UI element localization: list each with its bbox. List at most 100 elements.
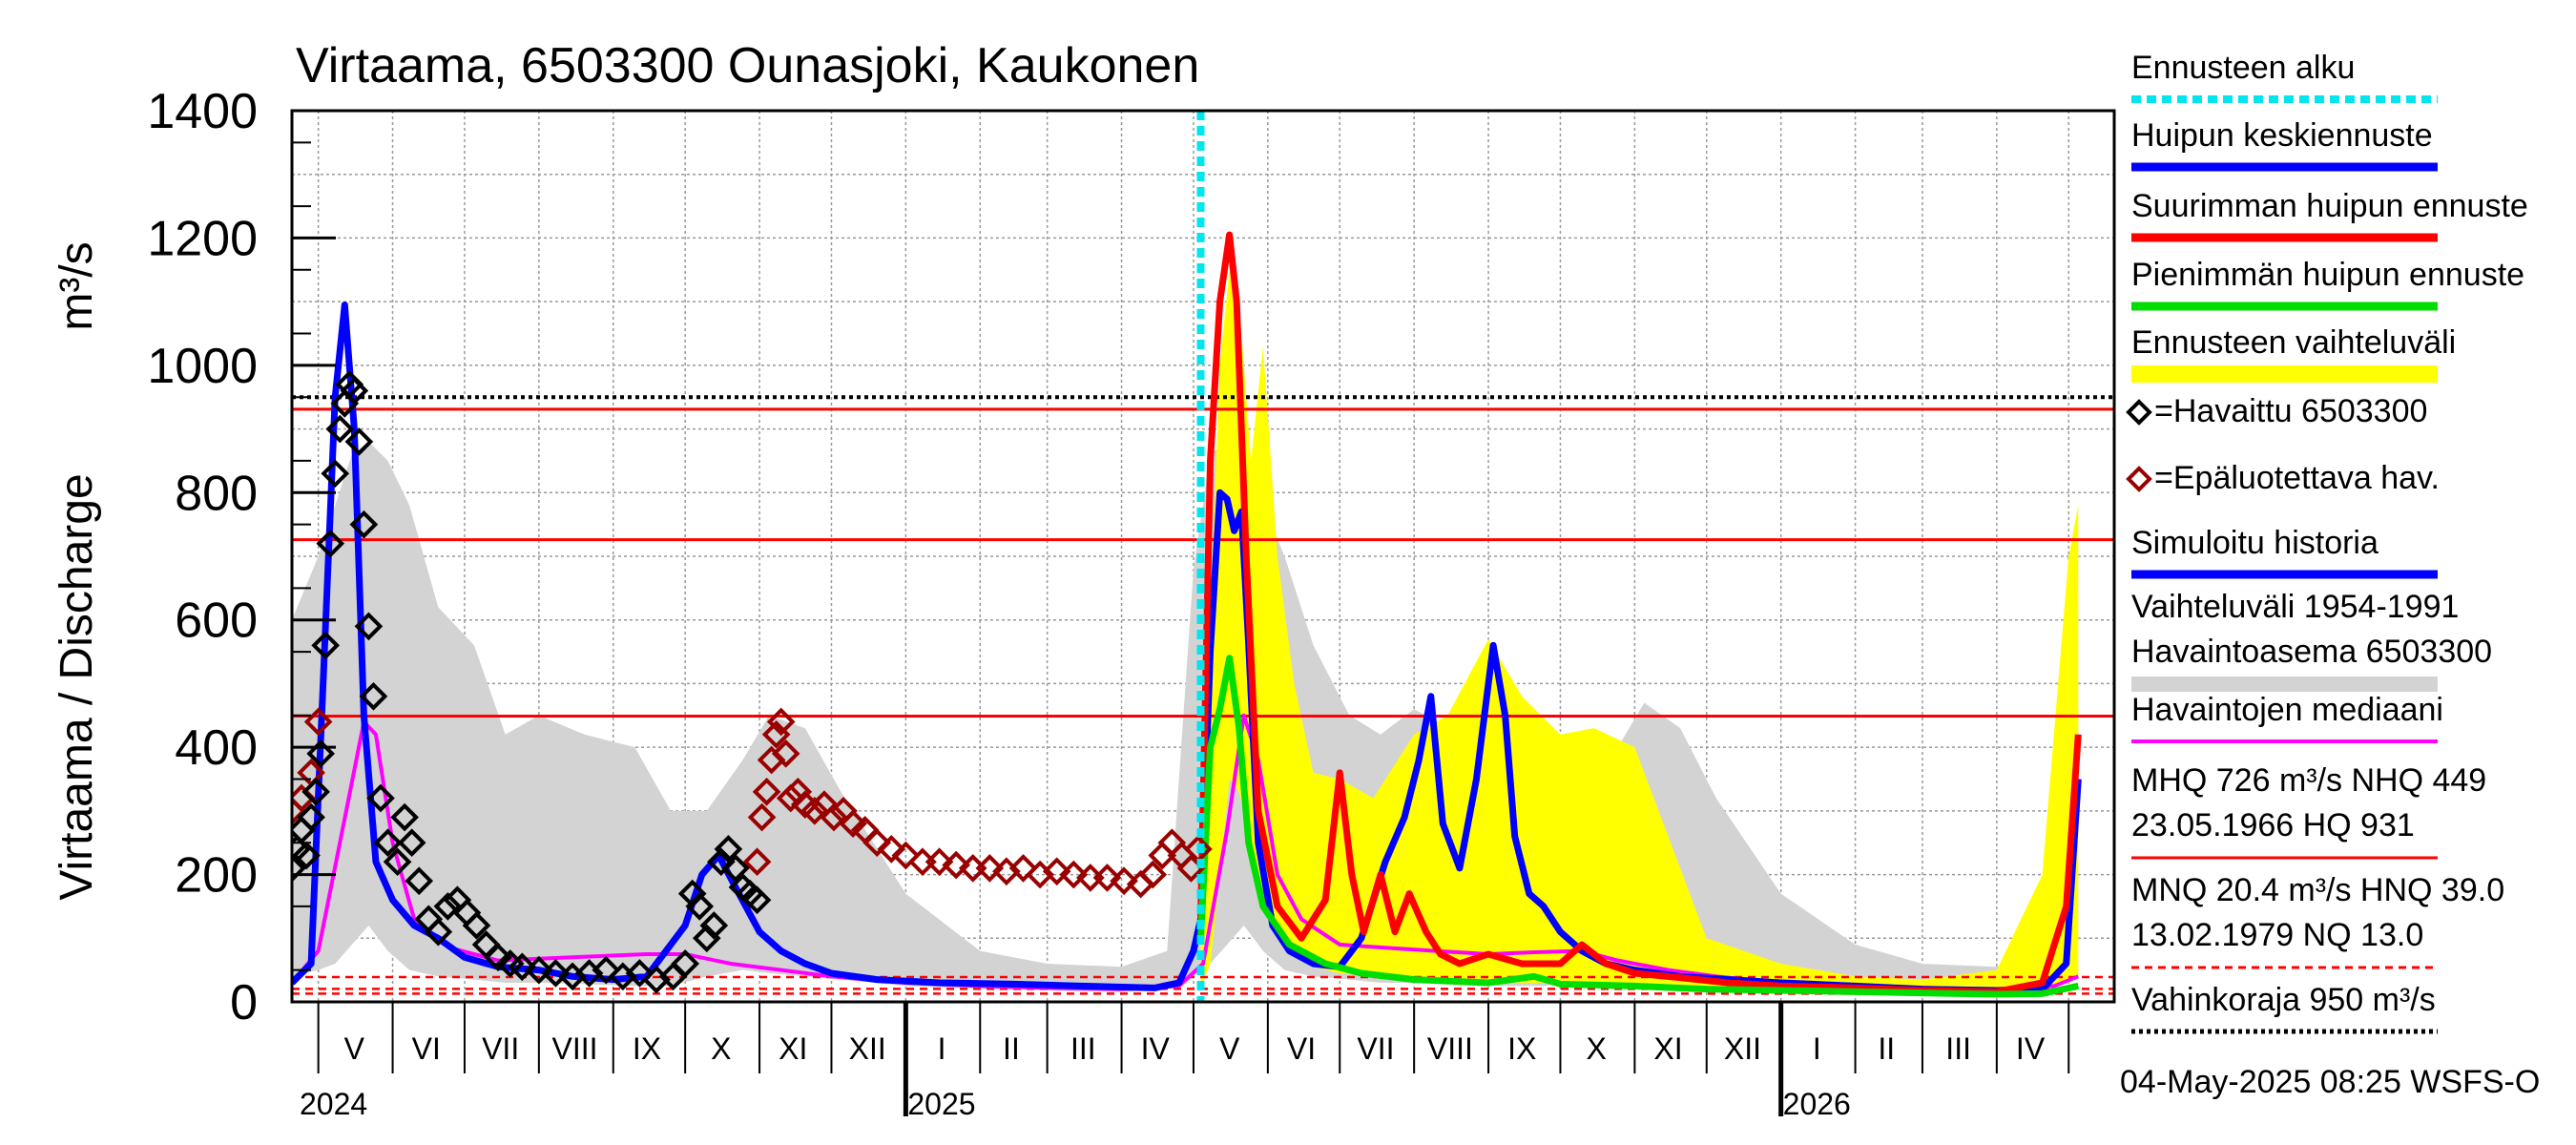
observed-marker-16 [354,612,384,641]
legend-label-9: Havaintojen mediaani [2131,692,2443,728]
plot-frame [290,109,2116,1004]
unreliable-marker-32 [1059,860,1089,889]
month-label-19: XII [1724,1031,1761,1066]
observed-marker-43 [671,949,699,978]
unreliable-marker-12 [783,778,813,806]
unreliable-marker-5 [747,802,777,832]
unreliable-marker-3 [303,707,333,737]
month-label-9: II [1003,1031,1020,1066]
legend-swatch-5 [2126,399,2152,426]
y-axis-unit: m³/s [52,241,102,330]
footer-timestamp: 04-May-2025 08:25 WSFS-O [2120,1064,2540,1100]
observed-marker-26 [433,892,463,921]
observed-marker-50 [721,854,750,883]
month-label-3: VIII [552,1031,598,1066]
unreliable-marker-35 [1110,866,1138,896]
legend-label-7: Simuloitu historia [2131,525,2379,561]
year-label-2: 2026 [1783,1087,1851,1121]
series-line-3 [1196,231,2082,995]
observed-marker-49 [714,835,743,864]
legend-label-1: Huipun keskiennuste [2131,117,2433,154]
observed-marker-19 [373,828,403,858]
unreliable-marker-22 [891,841,921,870]
observed-marker-0 [292,854,306,883]
observed-marker-29 [462,911,491,940]
observed-marker-18 [366,783,395,813]
unreliable-marker-25 [942,850,970,880]
unreliable-marker-27 [975,854,1005,883]
month-label-14: VII [1357,1031,1394,1066]
month-label-21: II [1878,1031,1895,1066]
legend-label-0: Ennusteen alku [2131,50,2355,86]
observed-marker-38 [592,955,621,985]
legend-swatch-6 [2126,466,2152,492]
observed-marker-44 [677,879,707,908]
month-label-22: III [1945,1031,1971,1066]
month-label-7: XII [849,1031,886,1066]
observed-marker-9 [321,459,350,489]
series-lines [292,231,2082,998]
observed-marker-5 [301,778,330,806]
legend-label-2: Suurimman huipun ennuste [2131,188,2528,224]
unreliable-marker-18 [839,809,867,839]
legend-label-5: =Havaittu 6503300 [2154,393,2427,429]
legend-label2-8: Havaintoasema 6503300 [2131,634,2492,670]
unreliable-marker-10 [771,739,800,768]
observed-marker-7 [311,631,341,660]
month-label-11: IV [1141,1031,1171,1066]
y-tick-label-7: 1400 [147,84,258,139]
month-label-2: VII [482,1031,519,1066]
observed-marker-8 [316,529,345,558]
legend-label-10: MHQ 726 m³/s NHQ 449 [2131,762,2486,799]
month-label-1: VI [412,1031,441,1066]
month-label-13: VI [1287,1031,1316,1066]
bands [292,269,2079,992]
series-line-4 [1196,655,2080,998]
month-label-23: IV [2016,1031,2046,1066]
observation-markers [292,370,1213,994]
month-label-18: XI [1653,1031,1682,1066]
legend-label2-11: 13.02.1979 NQ 13.0 [2131,917,2423,953]
month-label-0: V [344,1031,365,1066]
legend-label-11: MNQ 20.4 m³/s HNQ 39.0 [2131,872,2504,908]
legend-label-8: Vaihteluväli 1954-1991 [2131,589,2459,625]
unreliable-marker-11 [776,783,805,813]
month-label-20: I [1813,1031,1821,1066]
legend-label-6: =Epäluotettava hav. [2154,460,2440,496]
observed-marker-45 [685,892,715,921]
unreliable-marker-9 [766,707,796,737]
observed-marker-40 [625,959,654,988]
y-tick-label-6: 1200 [147,211,258,266]
month-label-8: I [938,1031,946,1066]
y-tick-label-3: 600 [175,593,258,649]
unreliable-marker-21 [877,835,906,864]
observed-marker-25 [424,917,453,947]
observed-marker-23 [405,866,434,896]
observed-marker-47 [699,911,729,940]
unreliable-marker-16 [820,802,848,832]
month-label-17: X [1586,1031,1606,1066]
observed-marker-20 [383,847,412,877]
observed-marker-33 [508,952,537,982]
year-label-0: 2024 [300,1087,367,1121]
observed-marker-35 [541,959,571,988]
unreliable-marker-31 [1042,857,1071,886]
month-label-5: X [711,1031,731,1066]
observed-marker-6 [306,739,335,768]
observed-marker-3 [292,841,321,870]
unreliable-marker-34 [1092,864,1122,892]
month-label-15: VIII [1427,1031,1473,1066]
observed-marker-15 [349,510,379,539]
y-tick-label-4: 800 [175,466,258,521]
observed-marker-10 [325,414,355,444]
unreliable-marker-14 [800,797,829,825]
y-axis-label: Virtaama / Discharge [52,473,102,900]
unreliable-marker-37 [1138,860,1168,889]
observed-marker-13 [340,376,369,406]
observed-marker-31 [484,943,512,972]
year-label-1: 2025 [907,1087,975,1121]
y-tick-label-5: 1000 [147,339,258,394]
observed-marker-17 [359,681,388,711]
